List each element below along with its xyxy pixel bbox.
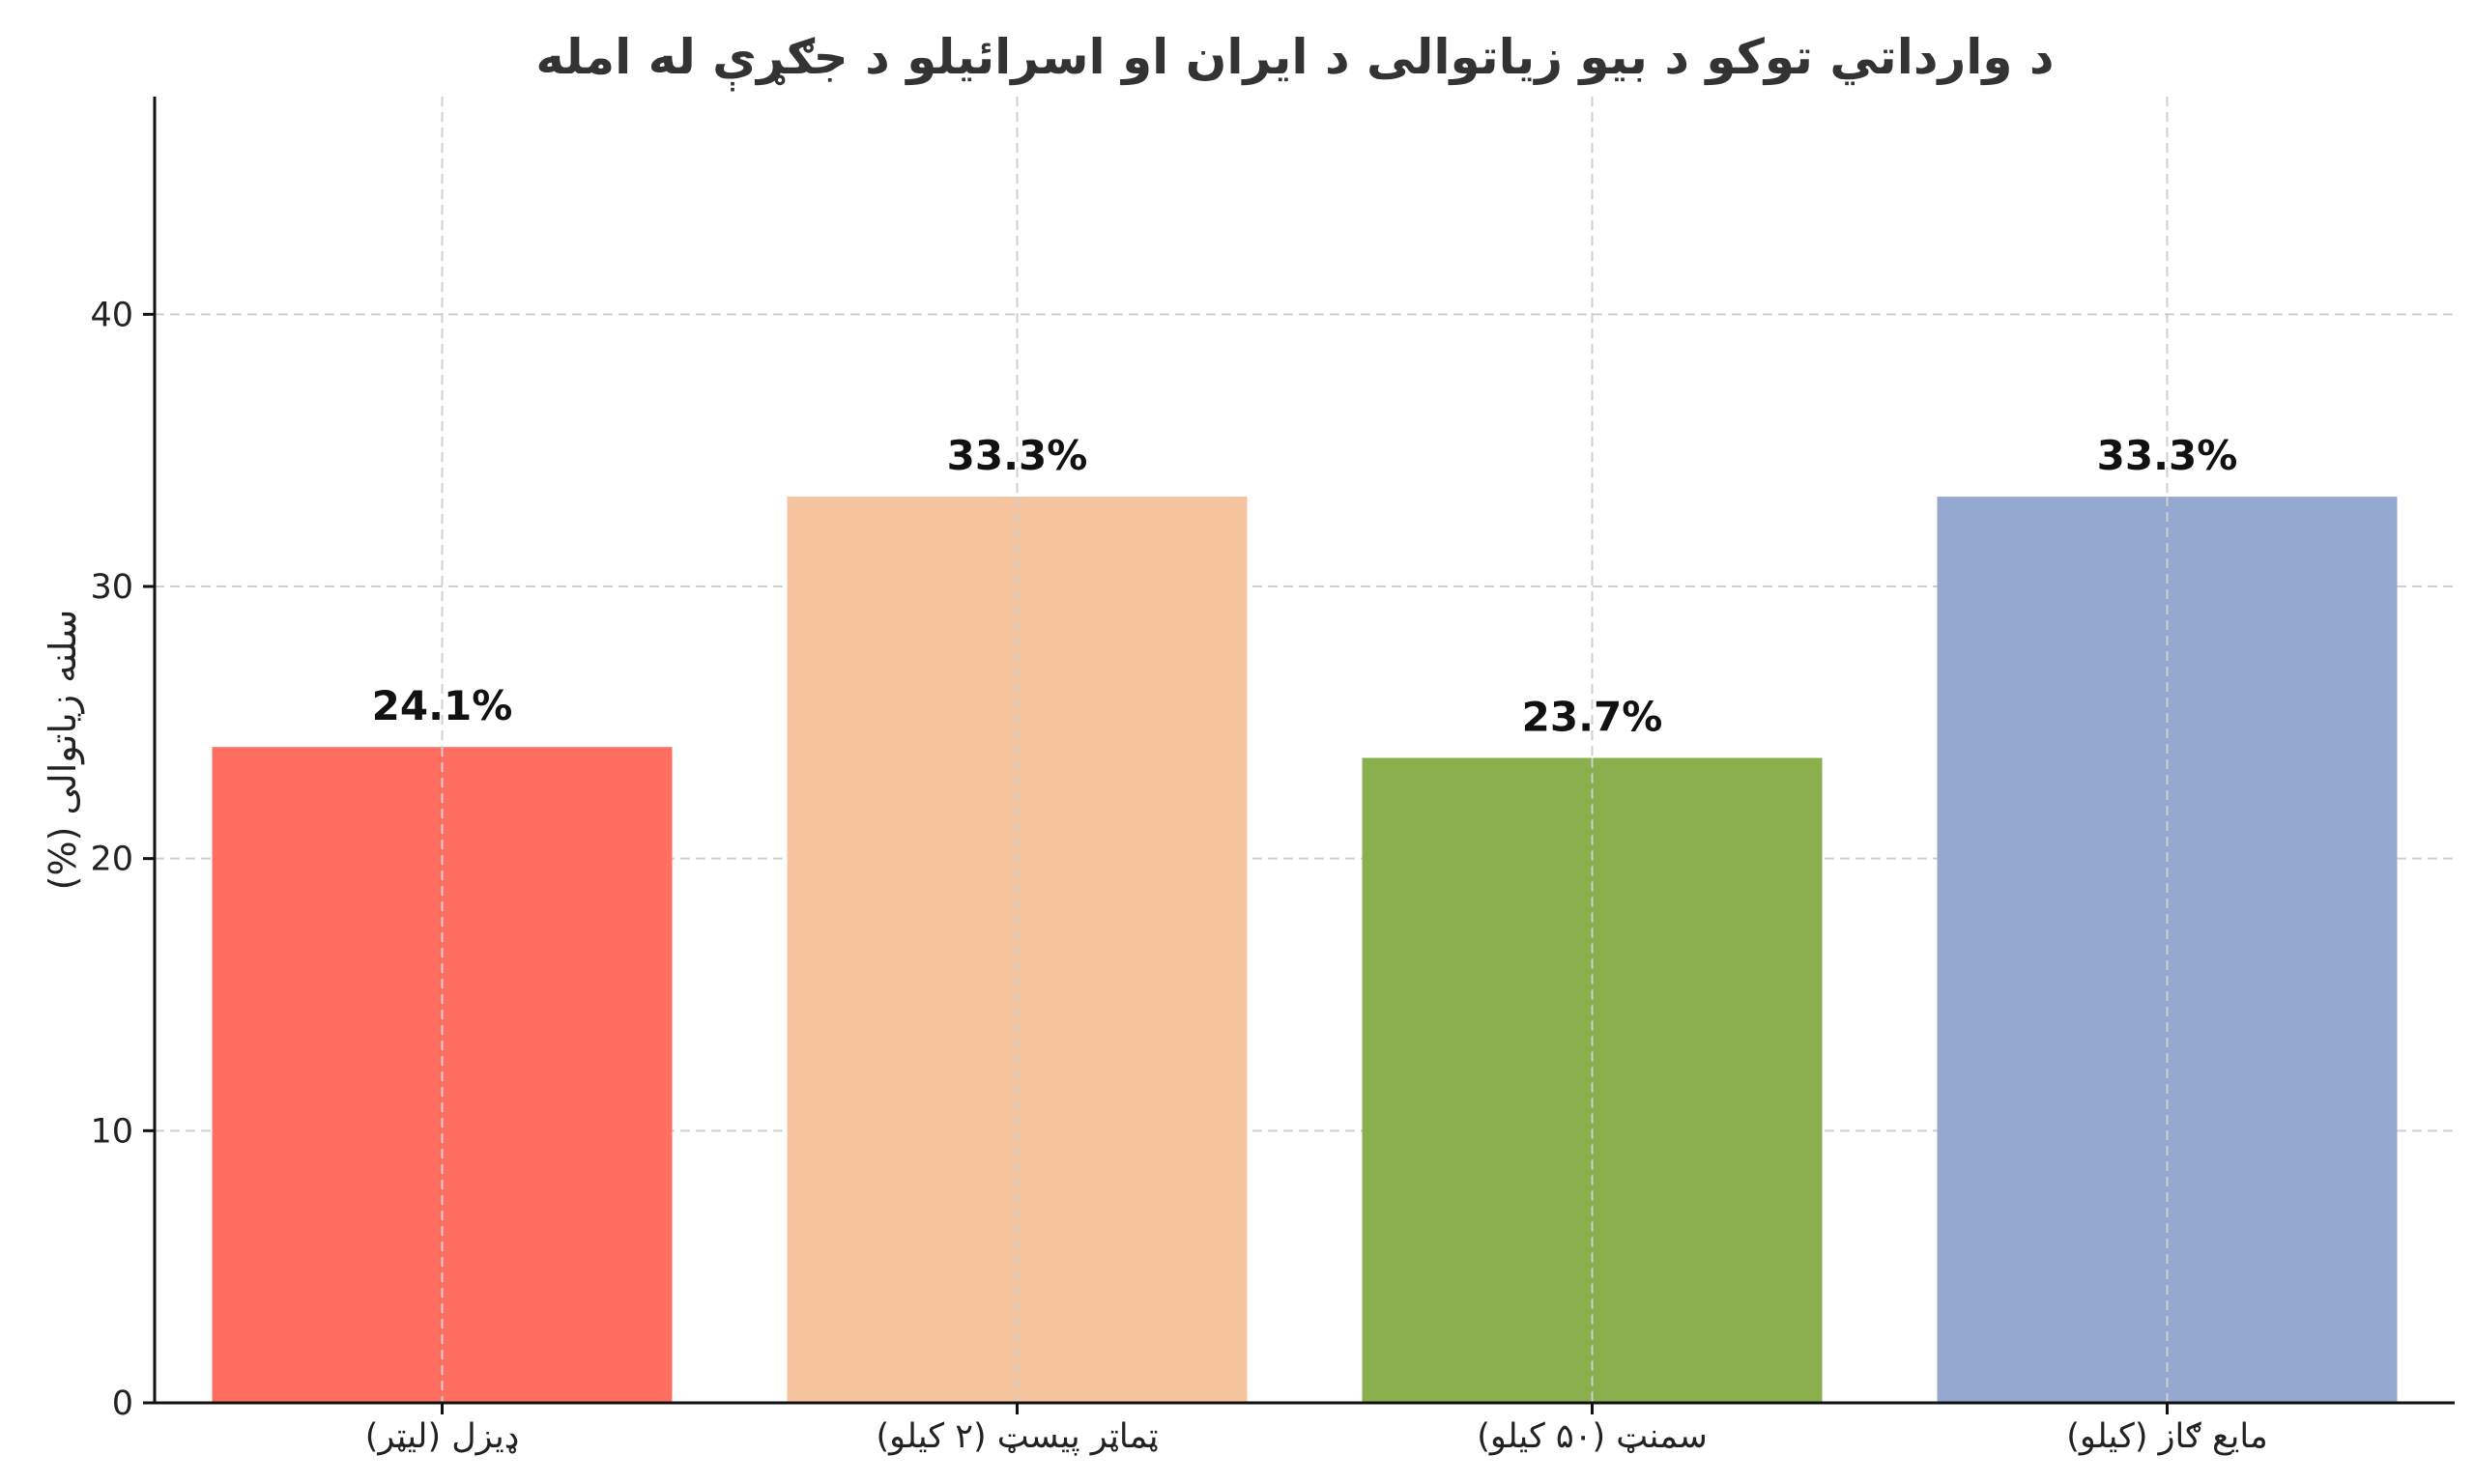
y-tick-label: 40	[90, 296, 133, 334]
y-tick-label: 20	[90, 841, 133, 879]
bar-value-label: 33.3%	[2097, 432, 2238, 479]
bar-value-label: 23.7%	[1522, 693, 1663, 740]
bar-value-label: 24.1%	[372, 682, 513, 729]
labels-layer: 0 10 20 30 40 24.1% ډیزل (لیټر) 33.3% ټماټر پیسټ…	[90, 296, 2267, 1456]
chart-title: د وارداتي توکو د بیو زیاتوالی د ایران او…	[535, 29, 2054, 91]
y-tick-label: 10	[90, 1112, 133, 1151]
x-tick-label: سمنټ (۵۰ کیلو)	[1477, 1417, 1708, 1456]
x-tick-label: مایع ګاز (کیلو)	[2066, 1417, 2267, 1456]
y-tick-label: 0	[112, 1384, 133, 1423]
y-tick-label: 30	[90, 568, 133, 607]
x-tick-label: ټماټر پیسټ (۲ کیلو)	[877, 1417, 1159, 1456]
bar	[1362, 757, 1823, 1403]
x-tick-label: ډیزل (لیټر)	[365, 1417, 520, 1456]
y-axis-label: سلنه زیاتوالی (%)	[42, 610, 85, 891]
bar-value-label: 33.3%	[947, 432, 1088, 479]
bars-layer	[212, 497, 2398, 1403]
